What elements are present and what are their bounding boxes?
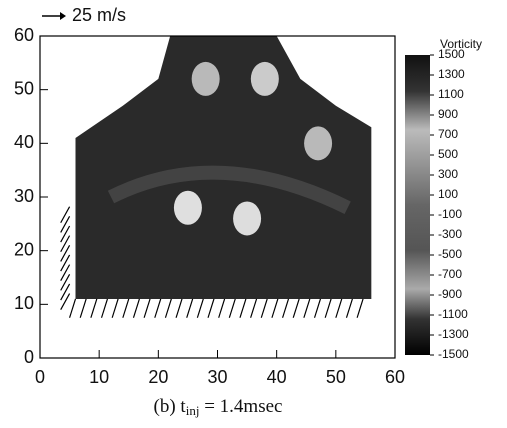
- vector-arrow: [292, 298, 300, 318]
- colorbar-tick-label: -900: [438, 287, 462, 301]
- vector-arrow: [60, 283, 71, 301]
- colorbar-tick-label: -1300: [438, 327, 469, 341]
- colorbar: [405, 55, 430, 355]
- plot-area: 0 10 20 30 40 50 60 0 10 20 30 40 50 60: [14, 25, 405, 387]
- y-tick-label: 10: [14, 293, 34, 313]
- vector-arrow: [335, 298, 343, 318]
- colorbar-tick-label: 1100: [438, 87, 464, 101]
- vector-arrow: [90, 298, 98, 318]
- x-tick-label: 50: [326, 367, 346, 387]
- vector-arrow: [154, 298, 162, 318]
- colorbar-tick-label: 300: [438, 167, 458, 181]
- y-tick-label: 40: [14, 132, 34, 152]
- x-tick-label: 60: [385, 367, 405, 387]
- colorbar-tick-label: -100: [438, 207, 462, 221]
- vector-arrow: [60, 235, 71, 253]
- y-tick-label: 0: [24, 347, 34, 367]
- x-tick-label: 20: [148, 367, 168, 387]
- colorbar-tick-label: 900: [438, 107, 458, 121]
- colorbar-tick-label: 700: [438, 127, 458, 141]
- y-tick-label: 30: [14, 186, 34, 206]
- vector-arrow: [143, 298, 151, 318]
- vector-arrow: [122, 298, 130, 318]
- caption-prefix: (b) t: [154, 396, 187, 417]
- colorbar-tick-label: -500: [438, 247, 462, 261]
- vector-arrow: [60, 264, 71, 282]
- vector-arrow: [60, 245, 71, 262]
- x-tick-label: 40: [267, 367, 287, 387]
- vector-arrow: [60, 254, 71, 272]
- vector-arrow: [313, 298, 322, 318]
- vortex-spot: [191, 61, 220, 96]
- vortex-spot: [173, 190, 202, 225]
- vector-arrow: [218, 298, 226, 318]
- vector-arrow: [186, 298, 194, 318]
- vorticity-texture: [107, 165, 351, 215]
- vector-arrow: [303, 298, 311, 318]
- caption-subscript: inj: [186, 403, 200, 418]
- caption-suffix: = 1.4msec: [199, 396, 282, 417]
- vector-arrow: [60, 225, 71, 243]
- vortex-spot: [250, 61, 279, 96]
- vector-arrow: [100, 298, 109, 318]
- colorbar-tick-label: -1100: [438, 307, 468, 321]
- vector-arrow: [175, 298, 183, 318]
- vector-arrow: [239, 298, 247, 318]
- reference-arrowhead: [60, 12, 66, 20]
- vector-arrow: [324, 298, 332, 318]
- caption: (b) tinj = 1.4msec: [154, 396, 283, 418]
- vector-arrow: [60, 293, 71, 310]
- vector-arrow: [60, 216, 71, 233]
- x-tick-label: 10: [89, 367, 109, 387]
- vector-arrow: [250, 298, 258, 318]
- colorbar-title: Vorticity: [440, 37, 482, 51]
- vector-arrow: [345, 298, 353, 318]
- vector-arrow: [207, 298, 215, 318]
- vortex-spot: [233, 201, 262, 236]
- x-tick-label: 30: [207, 367, 227, 387]
- vector-arrow: [60, 206, 71, 224]
- colorbar-tick-label: -700: [438, 267, 462, 281]
- vortex-spot: [304, 126, 333, 161]
- colorbar-tick-label: 1500: [438, 47, 465, 61]
- vector-arrow: [228, 298, 236, 318]
- vector-arrow: [69, 298, 77, 318]
- vector-arrow: [79, 298, 87, 318]
- vector-arrow: [164, 298, 172, 318]
- colorbar-tick-label: -300: [438, 227, 462, 241]
- vector-arrow: [282, 298, 290, 318]
- reference-label: 25 m/s: [72, 5, 126, 25]
- colorbar-ticks: 1500 1300 1100 900 700 500 300 100 -100 -300 -500 -…: [430, 47, 469, 361]
- colorbar-tick-label: 100: [438, 187, 458, 201]
- y-tick-label: 50: [14, 78, 34, 98]
- vector-arrow: [60, 273, 71, 291]
- colorbar-tick-label: 500: [438, 147, 458, 161]
- vector-arrow: [132, 298, 140, 318]
- x-tick-label: 0: [35, 367, 45, 387]
- reference-vector: 25 m/s: [42, 5, 126, 25]
- y-tick-label: 60: [14, 25, 34, 45]
- vector-arrow: [196, 298, 204, 318]
- colorbar-tick-label: 1300: [438, 67, 465, 81]
- vector-arrow: [260, 298, 268, 318]
- vector-arrow: [271, 298, 279, 318]
- vector-arrow: [111, 298, 119, 318]
- vector-arrow: [356, 298, 364, 318]
- colorbar-tick-label: -1500: [438, 347, 469, 361]
- y-tick-label: 20: [14, 239, 34, 259]
